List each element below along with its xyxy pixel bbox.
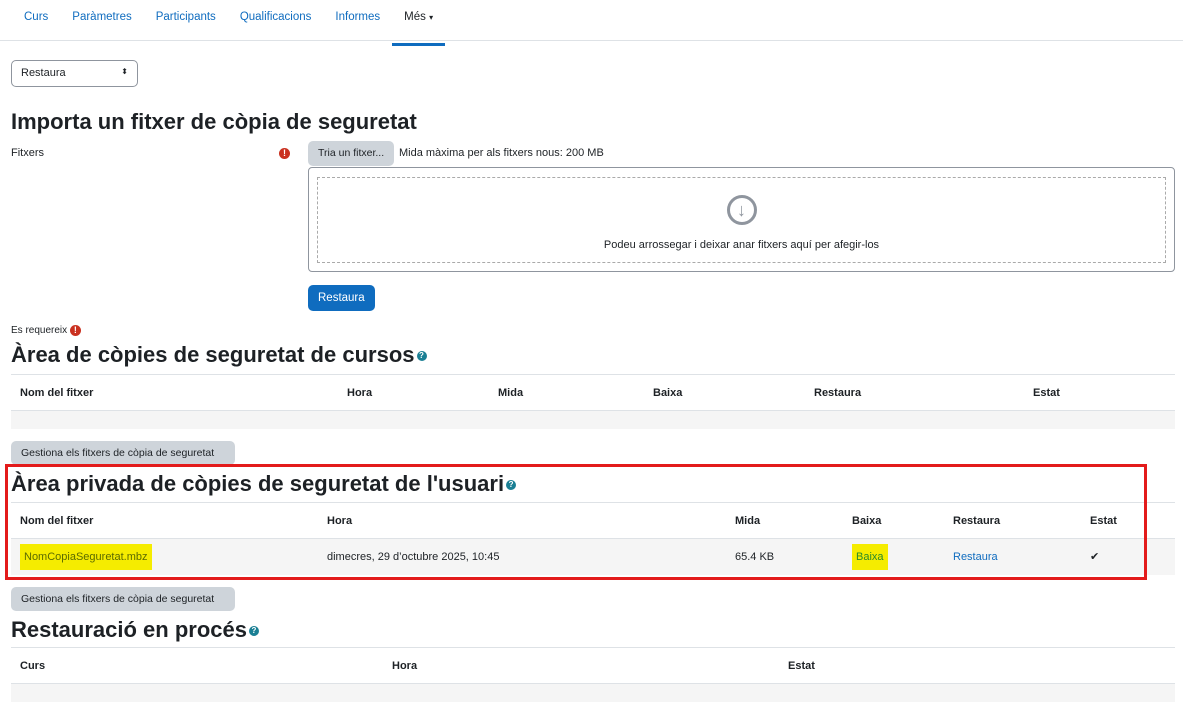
in-progress-title: Restauració en procés	[11, 617, 247, 642]
col-header: Nom del fitxer	[11, 502, 318, 539]
help-icon[interactable]: ?	[416, 351, 427, 362]
col-header: Baixa	[644, 374, 805, 411]
manage-user-backups-button[interactable]: Gestiona els fitxers de còpia de seguret…	[11, 587, 235, 611]
col-header: Estat	[779, 647, 1175, 684]
required-icon: !	[69, 325, 81, 336]
select-value: Restaura	[21, 67, 66, 79]
col-header: Hora	[318, 502, 726, 539]
empty-row	[11, 410, 1175, 429]
required-icon: !	[279, 148, 290, 159]
restore-button[interactable]: Restaura	[308, 285, 375, 311]
status-check-icon: ✔	[1081, 538, 1175, 575]
action-select[interactable]: Restaura ⬍	[11, 60, 138, 87]
in-progress-table: Curs Hora Estat	[11, 647, 1175, 702]
select-arrows-icon: ⬍	[121, 67, 128, 76]
col-header: Estat	[1081, 502, 1175, 539]
file-name: NomCopiaSeguretat.mbz	[20, 543, 152, 570]
course-backups-table: Nom del fitxer Hora Mida Baixa Restaura Estat	[11, 374, 1175, 429]
col-header: Mida	[489, 374, 644, 411]
file-size: 65.4 KB	[726, 538, 843, 575]
restore-link[interactable]: Restaura	[953, 550, 998, 563]
course-nav: Curs Paràmetres Participants Qualificaci…	[0, 0, 1183, 46]
user-area-title: Àrea privada de còpies de seguretat de l…	[11, 471, 505, 496]
drop-text: Podeu arrossegar i deixar anar fitxers a…	[603, 239, 880, 251]
nav-participants[interactable]: Participants	[155, 11, 216, 23]
nav-parametres[interactable]: Paràmetres	[72, 11, 132, 23]
col-header: Nom del fitxer	[11, 374, 338, 411]
max-size-text: Mida màxima per als fitxers nous: 200 MB	[399, 147, 604, 159]
manage-backups-button[interactable]: Gestiona els fitxers de còpia de seguret…	[11, 441, 235, 465]
col-header: Hora	[338, 374, 489, 411]
nav-mes-label: Més	[404, 11, 426, 23]
empty-row	[11, 683, 1175, 702]
col-header: Restaura	[805, 374, 1024, 411]
required-text: Es requereix	[11, 325, 68, 336]
import-title: Importa un fitxer de còpia de seguretat	[11, 109, 417, 134]
nav-curs[interactable]: Curs	[24, 11, 49, 23]
col-header: Estat	[1024, 374, 1175, 411]
col-header: Baixa	[843, 502, 944, 539]
help-icon[interactable]: ?	[506, 480, 517, 491]
user-backups-table: Nom del fitxer Hora Mida Baixa Restaura Estat…	[11, 502, 1175, 575]
chevron-down-icon: ▾	[429, 13, 434, 22]
col-header: Curs	[11, 647, 383, 684]
col-header: Restaura	[944, 502, 1081, 539]
download-link[interactable]: Baixa	[852, 543, 888, 570]
nav-mes[interactable]: Més ▾	[392, 0, 446, 46]
course-area-title: Àrea de còpies de seguretat de cursos	[11, 342, 415, 367]
table-row: NomCopiaSeguretat.mbz dimecres, 29 d’oct…	[11, 538, 1175, 575]
annotation-box	[5, 464, 1147, 580]
help-icon[interactable]: ?	[248, 626, 259, 637]
file-time: dimecres, 29 d’octubre 2025, 10:45	[318, 538, 726, 575]
choose-file-button[interactable]: Tria un fitxer...	[308, 141, 395, 166]
files-label: Fitxers	[11, 147, 44, 159]
file-dropzone[interactable]: ↓ Podeu arrossegar i deixar anar fitxers…	[308, 167, 1175, 272]
col-header: Hora	[383, 647, 779, 684]
download-arrow-icon: ↓	[726, 195, 757, 225]
nav-informes[interactable]: Informes	[335, 11, 381, 23]
col-header: Mida	[726, 502, 843, 539]
nav-qualificacions[interactable]: Qualificacions	[239, 11, 312, 23]
